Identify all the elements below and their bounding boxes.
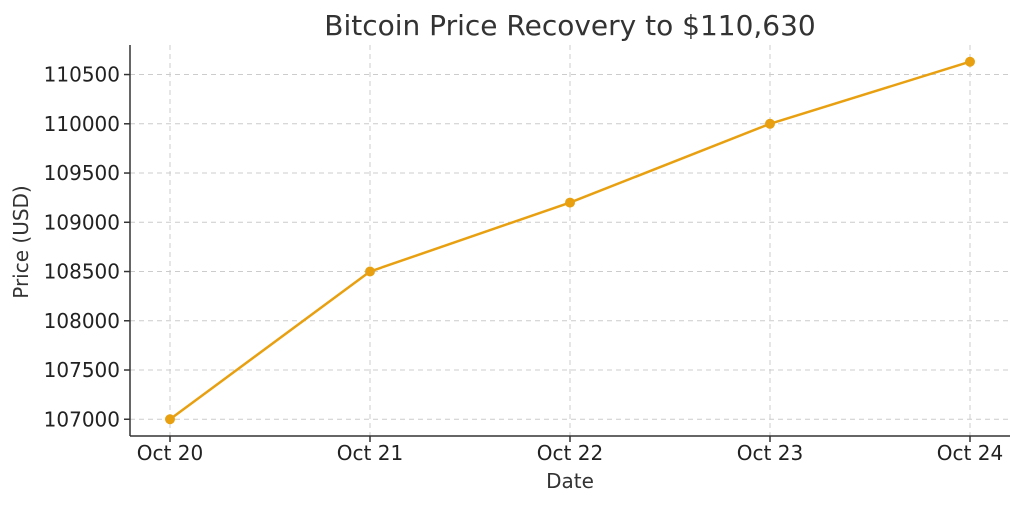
x-tick-label: Oct 21 bbox=[337, 441, 403, 465]
y-tick-label: 109000 bbox=[44, 210, 120, 234]
y-tick-label: 107500 bbox=[44, 358, 120, 382]
y-axis-label: Price (USD) bbox=[9, 185, 33, 299]
y-tick-label: 109500 bbox=[44, 161, 120, 185]
chart-title: Bitcoin Price Recovery to $110,630 bbox=[324, 9, 815, 42]
x-axis-label: Date bbox=[546, 469, 594, 493]
x-axis-ticks: Oct 20 Oct 21 Oct 22 Oct 23 Oct 24 bbox=[137, 436, 1003, 465]
x-tick-label: Oct 20 bbox=[137, 441, 203, 465]
y-tick-label: 110000 bbox=[44, 112, 120, 136]
data-point bbox=[565, 197, 575, 208]
data-point bbox=[165, 414, 175, 425]
y-tick-label: 107000 bbox=[44, 407, 120, 431]
y-axis-ticks: 107000 107500 108000 108500 109000 109500 1100… bbox=[44, 63, 130, 431]
data-point bbox=[965, 56, 975, 67]
x-tick-label: Oct 23 bbox=[737, 441, 803, 465]
y-tick-label: 108000 bbox=[44, 309, 120, 333]
x-tick-label: Oct 24 bbox=[937, 441, 1003, 465]
x-tick-label: Oct 22 bbox=[537, 441, 603, 465]
data-point bbox=[365, 266, 375, 277]
y-tick-label: 108500 bbox=[44, 260, 120, 284]
series-price bbox=[165, 56, 975, 425]
series-line bbox=[169, 60, 971, 421]
data-point bbox=[765, 118, 775, 129]
grid bbox=[130, 45, 1010, 436]
y-tick-label: 110500 bbox=[44, 63, 120, 87]
